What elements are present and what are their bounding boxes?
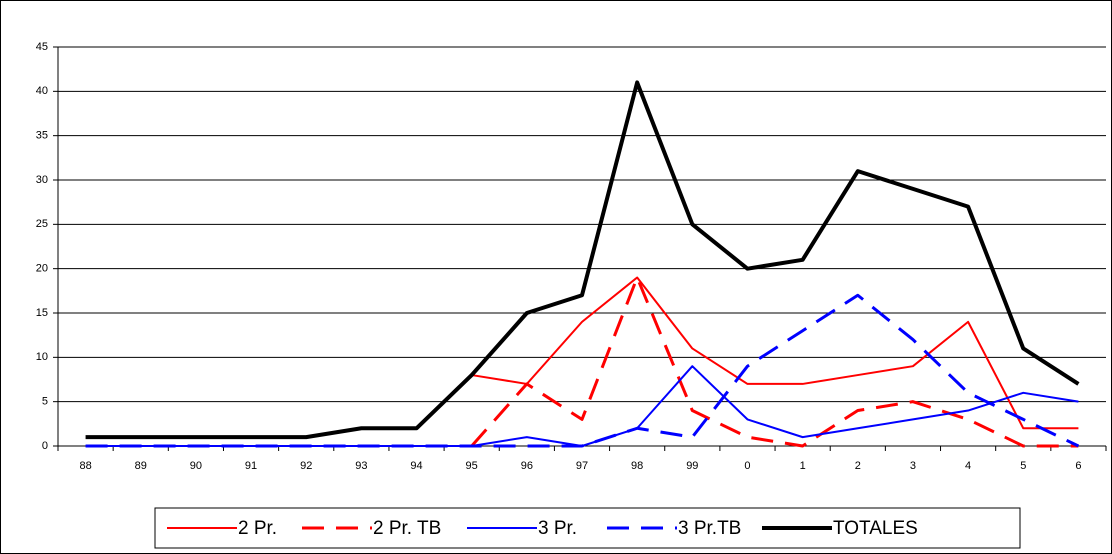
y-tick-label: 0 bbox=[42, 440, 48, 452]
x-tick-label: 93 bbox=[355, 460, 367, 472]
x-tick-label: 1 bbox=[800, 460, 806, 472]
x-tick-label: 2 bbox=[855, 460, 861, 472]
y-tick-label: 5 bbox=[42, 396, 48, 408]
legend-label: 3 Pr. bbox=[538, 518, 577, 539]
x-tick-label: 6 bbox=[1075, 460, 1081, 472]
x-tick-label: 99 bbox=[686, 460, 698, 472]
series-line bbox=[85, 80, 1080, 440]
x-tick-label: 5 bbox=[1020, 460, 1026, 472]
legend-label: 3 Pr.TB bbox=[678, 518, 741, 539]
y-tick-label: 25 bbox=[36, 218, 48, 230]
x-tick-label: 94 bbox=[410, 460, 422, 472]
x-tick-label: 88 bbox=[79, 460, 91, 472]
legend-box bbox=[154, 507, 1021, 549]
series-line bbox=[470, 276, 1079, 448]
y-tick-label: 30 bbox=[36, 174, 48, 186]
x-tick-label: 92 bbox=[300, 460, 312, 472]
x-tick-label: 89 bbox=[135, 460, 147, 472]
legend-label: 2 Pr. TB bbox=[373, 518, 441, 539]
y-tick-label: 45 bbox=[36, 41, 48, 53]
series-line bbox=[471, 276, 1079, 430]
x-tick-label: 4 bbox=[965, 460, 971, 472]
x-tick-label: 95 bbox=[466, 460, 478, 472]
y-tick-label: 15 bbox=[36, 307, 48, 319]
x-tick-label: 98 bbox=[631, 460, 643, 472]
y-tick-label: 10 bbox=[36, 351, 48, 363]
x-tick-label: 91 bbox=[245, 460, 257, 472]
legend-label: 2 Pr. bbox=[238, 518, 277, 539]
x-tick-label: 97 bbox=[576, 460, 588, 472]
x-tick-label: 90 bbox=[190, 460, 202, 472]
x-tick-label: 0 bbox=[744, 460, 750, 472]
series-line bbox=[85, 293, 1080, 448]
legend: 2 Pr. 2 Pr. TB 3 Pr. 3 Pr.TB TOTALES bbox=[154, 507, 1021, 549]
legend-label: TOTALES bbox=[833, 518, 918, 539]
y-tick-label: 40 bbox=[36, 85, 48, 97]
x-tick-label: 96 bbox=[521, 460, 533, 472]
x-tick-label: 3 bbox=[910, 460, 916, 472]
y-tick-label: 20 bbox=[36, 263, 48, 275]
y-tick-label: 35 bbox=[36, 130, 48, 142]
